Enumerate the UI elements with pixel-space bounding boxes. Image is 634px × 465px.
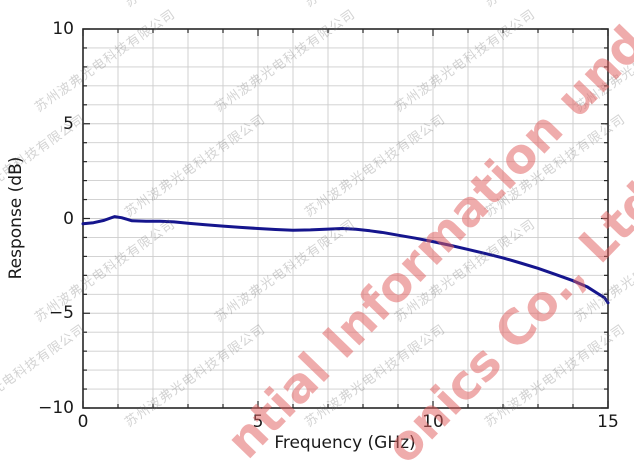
y-tick-label: 5 [63, 113, 74, 134]
x-tick-label: 15 [597, 412, 619, 432]
plot-spines [82, 28, 609, 409]
x-tick-label: 5 [252, 412, 264, 432]
x-tick-label: 0 [77, 412, 89, 432]
response-curve [81, 215, 610, 305]
y-tick-label: −10 [38, 398, 74, 418]
y-tick-label: 10 [52, 19, 74, 39]
grid-lines [83, 29, 608, 408]
y-tick-label: −5 [48, 303, 74, 324]
y-tick-label: 0 [63, 208, 74, 229]
x-tick-label: 10 [422, 412, 444, 432]
x-axis-label: Frequency (GHz) [274, 433, 416, 453]
